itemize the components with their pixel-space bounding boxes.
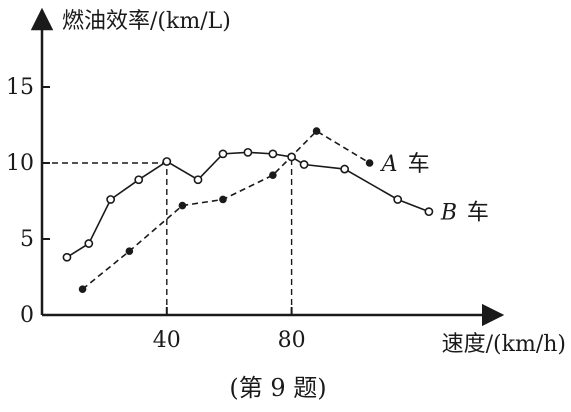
series-b-point-2 <box>106 195 116 204</box>
x-tick-label-80: 80 <box>278 328 306 353</box>
series-a-name: A <box>380 152 398 177</box>
series-a-point-3 <box>219 195 227 204</box>
series-a-point-4 <box>269 171 277 179</box>
y-tick-label-15: 15 <box>6 75 34 100</box>
series-b-point-0 <box>62 252 72 262</box>
series-a-point-6 <box>365 159 374 167</box>
series-b-point-11 <box>340 164 350 174</box>
series-b-suffix: 车 <box>467 201 489 226</box>
series-b-name: B <box>440 201 457 226</box>
series-b-point-1 <box>84 239 94 248</box>
series-b-point-12 <box>393 195 403 204</box>
series-b-point-9 <box>287 152 296 162</box>
figure-caption: (第 9 题) <box>229 374 326 402</box>
series-b-point-13 <box>424 207 434 217</box>
series-b-point-6 <box>218 149 228 159</box>
x-tick-label-40: 40 <box>153 328 181 353</box>
series-layer <box>62 127 434 293</box>
series-a-point-2 <box>178 201 187 210</box>
y-tick-label-0: 0 <box>20 303 34 328</box>
series-b-point-4 <box>162 157 172 166</box>
series-b-point-10 <box>299 160 309 169</box>
series-a-suffix: 车 <box>408 152 430 177</box>
y-tick-label-10: 10 <box>6 151 34 176</box>
y-tick-label-5: 5 <box>20 227 34 252</box>
series-a-point-1 <box>125 247 134 255</box>
x-axis-label: 速度/(km/h) <box>442 332 566 357</box>
series-a-point-0 <box>78 285 87 293</box>
series-b-point-8 <box>268 149 278 159</box>
series-a-point-5 <box>312 127 321 135</box>
series-b-point-3 <box>134 175 144 185</box>
y-axis-label: 燃油效率/(km/L) <box>62 9 231 34</box>
series-labels: A 车B 车 <box>380 152 489 226</box>
reference-lines <box>42 158 293 315</box>
axis-ticks: 0 5 10 15 40 80 <box>6 75 306 353</box>
series-b-line <box>66 151 430 258</box>
series-b-point-5 <box>193 175 203 185</box>
series-b-point-7 <box>243 147 253 157</box>
